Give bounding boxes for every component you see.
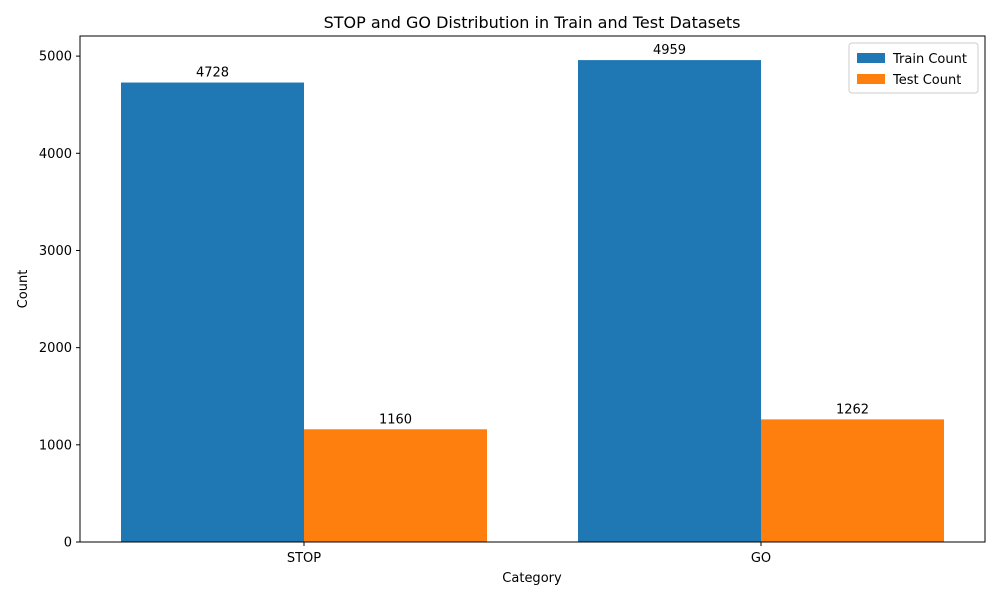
y-tick-label: 5000 [39, 50, 72, 65]
y-tick-label: 1000 [39, 438, 72, 453]
y-tick-label: 3000 [39, 244, 72, 259]
bar-value-label: 4959 [653, 43, 686, 58]
bar-train-count-go [578, 60, 761, 543]
y-tick-label: 0 [64, 536, 72, 551]
y-tick-label: 2000 [39, 341, 72, 356]
bar-value-label: 1160 [379, 412, 412, 427]
y-tick-label: 4000 [39, 147, 72, 162]
bar-test-count-stop [304, 429, 487, 542]
x-tick-label: STOP [287, 551, 321, 566]
plot-area: 0 1000 2000 3000 4000 5000 STOP 4728 1160 GO 4959 1… [39, 43, 944, 566]
bar-value-label: 1262 [836, 402, 869, 417]
bar-train-count-stop [121, 82, 304, 542]
y-axis-title: Count [16, 270, 31, 309]
bar-value-label: 4728 [196, 66, 229, 81]
chart-title: STOP and GO Distribution in Train and Te… [324, 13, 741, 32]
x-axis-title: Category [502, 571, 562, 586]
plot-frame [79, 35, 986, 543]
x-tick-label: GO [751, 551, 771, 566]
bar-test-count-go [761, 419, 944, 542]
legend-label: Train Count [892, 52, 967, 67]
legend-swatch [857, 74, 885, 84]
legend: Train Count Test Count [848, 42, 979, 94]
legend-swatch [857, 53, 885, 63]
legend-label: Test Count [892, 73, 961, 88]
